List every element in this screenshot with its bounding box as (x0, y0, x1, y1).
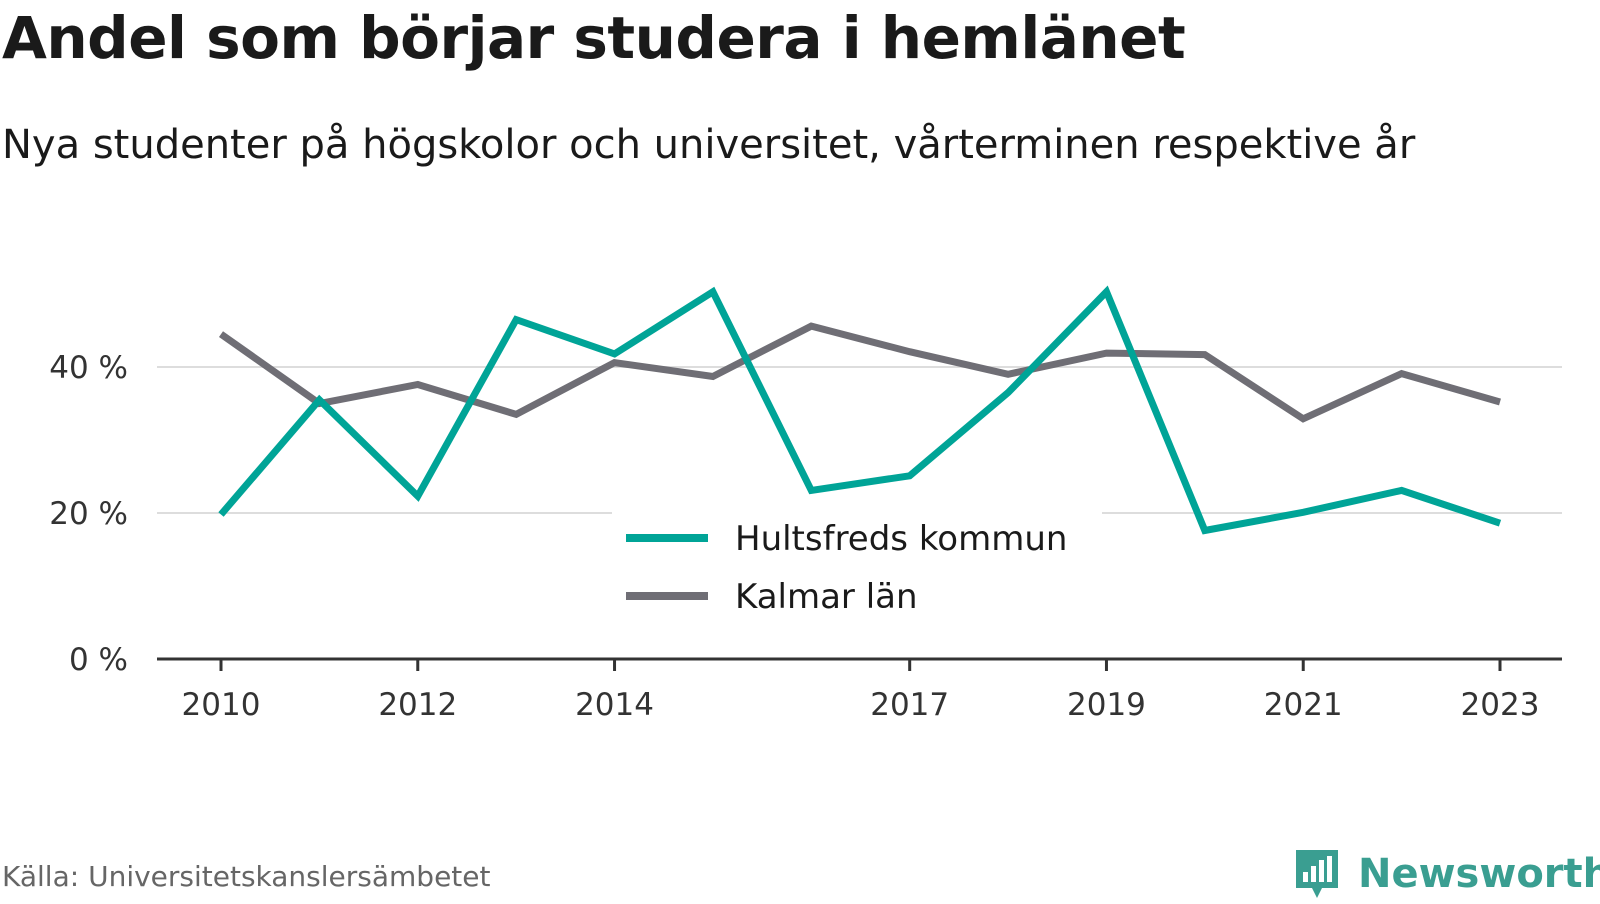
chart-subtitle: Nya studenter på högskolor och universit… (2, 122, 1416, 168)
series-layer (218, 285, 1502, 535)
axis-layer: 0 % 20 % 40 % 2010 2012 2014 2017 2019 2021 2023 (49, 350, 1562, 723)
chart-title: Andel som börjar studera i hemlänet (2, 4, 1186, 72)
newsworthy-logo-icon (1296, 850, 1338, 898)
y-tick-label: 0 % (69, 642, 128, 678)
x-tick-label: 2017 (870, 687, 949, 723)
series-line-hultsfred (218, 285, 1502, 535)
x-tick-label: 2023 (1461, 687, 1540, 723)
x-tick-label: 2014 (575, 687, 654, 723)
y-tick-label: 40 % (49, 350, 128, 386)
x-tick-label: 2012 (378, 687, 457, 723)
legend-label: Kalmar län (735, 577, 918, 617)
legend: Hultsfreds kommun Kalmar län (612, 511, 1102, 625)
y-tick-label: 20 % (49, 496, 128, 532)
grid-layer (157, 366, 1562, 514)
brand-name: Newsworthy (1358, 851, 1600, 897)
legend-background (612, 511, 1102, 625)
series-line-kalmar (218, 322, 1501, 423)
brand-logo[interactable]: Newsworthy (1292, 844, 1600, 904)
x-tick-label: 2010 (182, 687, 261, 723)
x-tick-label: 2021 (1264, 687, 1343, 723)
source-note: Källa: Universitetskanslersämbetet (2, 860, 491, 893)
legend-label: Hultsfreds kommun (735, 519, 1067, 559)
x-tick-label: 2019 (1067, 687, 1146, 723)
